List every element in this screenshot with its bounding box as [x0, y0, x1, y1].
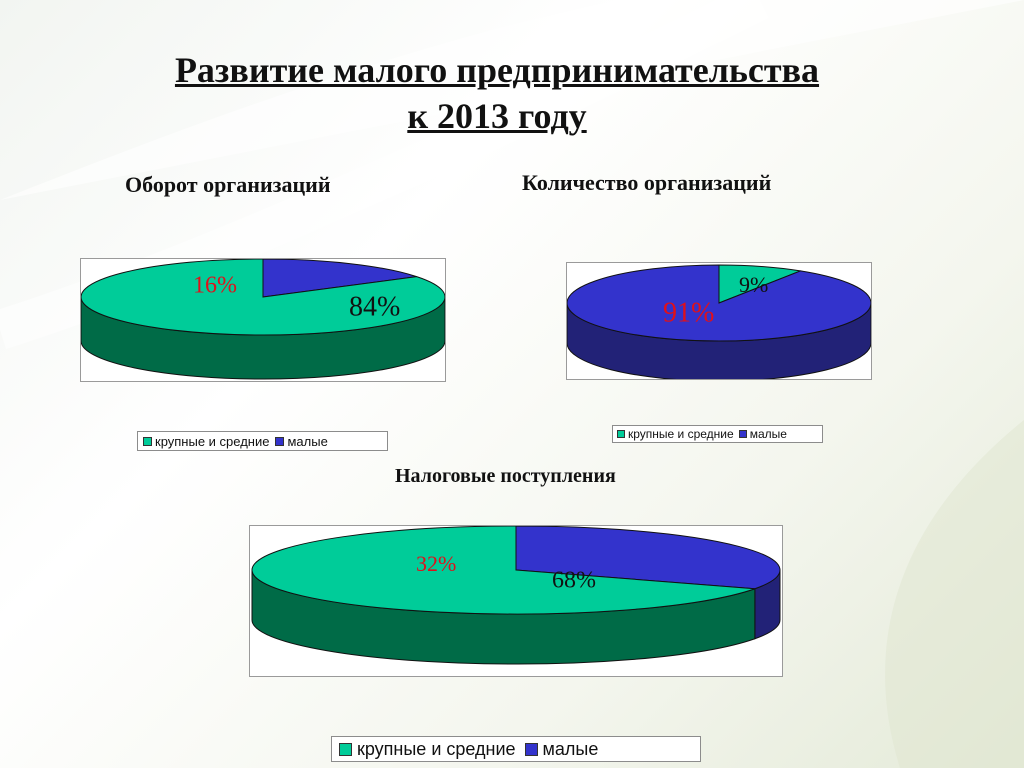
legend-label-small: малые [287, 433, 328, 449]
pie-slice-large-medium [251, 526, 756, 615]
pie-label-large-medium: 68% [552, 568, 596, 594]
chart1-title: Оборот организаций [125, 172, 331, 197]
pie-slice-small [567, 264, 871, 342]
legend-item-small: малые [275, 433, 328, 449]
chart2-legend: крупные и средние малые [612, 425, 823, 443]
pie-label-large-medium: 84% [349, 291, 400, 322]
legend-item-small: малые [524, 738, 599, 760]
chart2-title: Количество организаций [522, 170, 772, 195]
legend-label-small: малые [749, 427, 787, 441]
chart1-frame: 84% 16% [80, 258, 446, 382]
pie-slice-large-medium [81, 259, 445, 336]
pie-label-small: 91% [663, 297, 714, 328]
legend-swatch-small [275, 436, 285, 446]
legend-item-small: малые [738, 427, 787, 441]
legend-label-large-medium: крупные и средние [357, 738, 516, 759]
legend-item-large-medium: крупные и средние [339, 739, 516, 760]
legend-swatch-small [738, 430, 747, 438]
pie-label-large-medium: 9% [739, 272, 768, 297]
chart2-pie: 9% 91% [567, 264, 871, 379]
chart3-pie: 68% 32% [251, 526, 781, 665]
chart2-frame: 9% 91% [566, 262, 872, 380]
legend-label-large-medium: крупные и средние [155, 433, 270, 449]
pie-slice-large-medium [718, 264, 803, 304]
legend-swatch-large-medium [143, 436, 152, 446]
legend-swatch-large-medium [339, 742, 352, 756]
chart1-legend: крупные и средние малые [137, 431, 388, 451]
pie-slice-small [262, 259, 417, 298]
chart3-title: Налоговые поступления [395, 465, 616, 487]
legend-item-large-medium: крупные и средние [143, 434, 269, 449]
slide-title-line2: к 2013 году [407, 96, 587, 136]
slide-title-line1: Развитие малого предпринимательства [174, 50, 820, 90]
legend-label-small: малые [542, 738, 599, 759]
legend-swatch-large-medium [617, 430, 625, 438]
legend-label-large-medium: крупные и средние [628, 427, 734, 441]
pie-slice-small [515, 526, 781, 590]
legend-swatch-small [524, 742, 538, 756]
pie-label-small: 32% [416, 551, 456, 576]
chart1-pie: 84% 16% [81, 259, 445, 380]
pie-label-small: 16% [193, 273, 237, 299]
legend-item-large-medium: крупные и средние [617, 427, 734, 441]
chart3-frame: 68% 32% [249, 525, 783, 677]
chart3-legend: крупные и средние малые [331, 736, 701, 762]
